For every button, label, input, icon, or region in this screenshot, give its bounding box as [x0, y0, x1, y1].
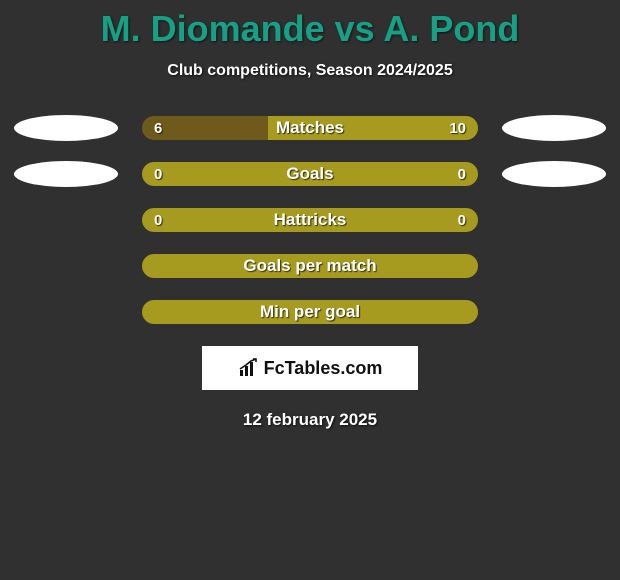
stat-row: 00Goals: [0, 162, 620, 186]
player-right-avatar: [502, 115, 606, 141]
page-title: M. Diomande vs A. Pond: [0, 0, 620, 50]
stat-label: Goals per match: [142, 254, 478, 278]
player-right-avatar: [502, 161, 606, 187]
stat-row: 610Matches: [0, 116, 620, 140]
stat-label: Hattricks: [142, 208, 478, 232]
stat-row: Min per goal: [0, 300, 620, 324]
stat-label: Min per goal: [142, 300, 478, 324]
stat-bar: Goals per match: [142, 254, 478, 278]
brand-text: FcTables.com: [264, 358, 383, 379]
stat-bar: 00Hattricks: [142, 208, 478, 232]
date-text: 12 february 2025: [0, 410, 620, 430]
stat-label: Matches: [142, 116, 478, 140]
stats-container: 610Matches 00Goals 00Hattricks Goals per ma…: [0, 116, 620, 324]
player-left-avatar: [14, 115, 118, 141]
stat-row: 00Hattricks: [0, 208, 620, 232]
brand-badge: FcTables.com: [202, 346, 418, 390]
stat-label: Goals: [142, 162, 478, 186]
chart-icon: [238, 358, 260, 378]
stat-row: Goals per match: [0, 254, 620, 278]
stat-bar: Min per goal: [142, 300, 478, 324]
player-left-avatar: [14, 161, 118, 187]
stat-bar: 00Goals: [142, 162, 478, 186]
page-subtitle: Club competitions, Season 2024/2025: [0, 62, 620, 80]
stat-bar: 610Matches: [142, 116, 478, 140]
